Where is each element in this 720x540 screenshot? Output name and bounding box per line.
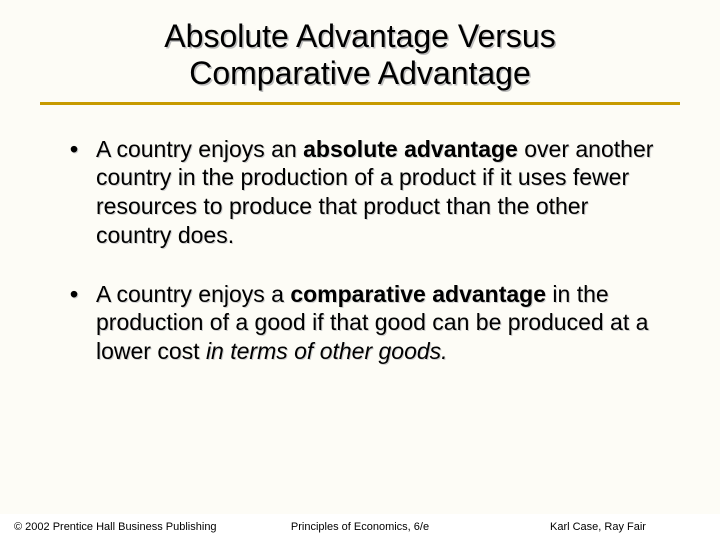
text-segment: A country enjoys a <box>96 281 290 307</box>
bullet-text: A country enjoys a comparative advantage… <box>96 280 680 366</box>
bullet-text: A country enjoys an absolute advantage o… <box>96 135 680 250</box>
text-segment: comparative advantage <box>290 281 546 307</box>
text-segment: in terms of other goods. <box>206 338 448 364</box>
slide-body: •A country enjoys an absolute advantage … <box>40 105 680 396</box>
text-segment: A country enjoys an <box>96 136 303 162</box>
slide-footer: © 2002 Prentice Hall Business Publishing… <box>0 514 720 540</box>
title-block: Absolute Advantage Versus Comparative Ad… <box>40 18 680 105</box>
title-line-1: Absolute Advantage Versus <box>164 18 555 54</box>
bullet-marker: • <box>70 135 96 250</box>
bullet-item: •A country enjoys a comparative advantag… <box>70 280 680 366</box>
footer-authors: Karl Case, Ray Fair <box>478 521 706 533</box>
title-line-2: Comparative Advantage <box>189 55 531 91</box>
slide-title: Absolute Advantage Versus Comparative Ad… <box>60 18 660 92</box>
text-segment: absolute advantage <box>303 136 518 162</box>
footer-copyright: © 2002 Prentice Hall Business Publishing <box>14 521 242 533</box>
bullet-item: •A country enjoys an absolute advantage … <box>70 135 680 250</box>
slide: Absolute Advantage Versus Comparative Ad… <box>0 0 720 540</box>
bullet-marker: • <box>70 280 96 366</box>
footer-book-title: Principles of Economics, 6/e <box>242 521 477 533</box>
